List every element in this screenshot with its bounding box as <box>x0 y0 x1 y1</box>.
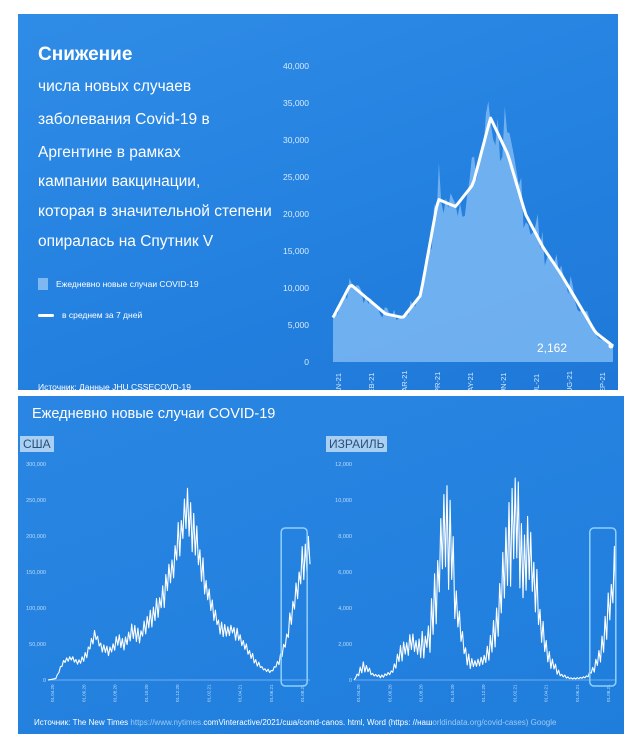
source-top: Источник: Данные JHU CSSECOVD-19 <box>38 382 191 392</box>
y-tick-label: 200,000 <box>26 534 46 540</box>
y-tick-label: 150,000 <box>26 570 46 576</box>
y-tick-label: 15,000 <box>283 246 309 256</box>
daily-cases-area <box>333 101 613 362</box>
x-tick-label: APR-21 <box>433 372 442 390</box>
israel-chart: 0 2,000 4,000 6,000 8,000 10,000 12,000 01.04.2… <box>335 462 617 702</box>
x-tick-label: 01.08.20 <box>113 684 118 702</box>
y-tick-label: 40,000 <box>283 61 309 71</box>
x-tick-label: 01.06.21 <box>575 684 580 702</box>
x-tick-label: FEB-21 <box>367 373 376 390</box>
argentina-panel: Снижение числа новых случаев заболевания… <box>18 14 618 392</box>
highlight-box <box>280 527 308 687</box>
y-tick-label: 0 <box>304 357 309 367</box>
cases-line <box>47 487 311 681</box>
y-tick-label: 30,000 <box>283 135 309 145</box>
usa-chart: 0 50,000 100,000 150,000 200,000 250,000 300,0… <box>26 462 311 702</box>
bottom-title: Ежедневно новые случаи COVID-19 <box>32 406 276 422</box>
end-value-label: 2,162 <box>537 341 567 355</box>
subtitle-line-1: числа новых случаев <box>38 78 192 95</box>
argentina-chart: 0 5,000 10,000 15,000 20,000 25,000 30,000 35,0… <box>283 61 614 390</box>
source-bottom: Источник: The New Times https://www.nyti… <box>34 718 556 727</box>
legend-bars-label: Ежедневно новые случаи COVID-19 <box>56 279 199 289</box>
legend-line-label: в среднем за 7 дней <box>62 310 143 320</box>
y-tick-label: 8,000 <box>338 534 352 540</box>
y-tick-label: 300,000 <box>26 462 46 468</box>
x-tick-label: 01.08.21 <box>300 684 305 702</box>
x-tick-label: 01.10.20 <box>450 684 455 702</box>
y-tick-label: 10,000 <box>335 498 352 504</box>
source-prefix: Источник: The New Times <box>34 718 129 727</box>
subtitle-line-6: опиралась на Спутник V <box>38 233 214 250</box>
legend-line-swatch <box>38 314 54 317</box>
x-tick-label: 01.04.21 <box>238 684 243 702</box>
y-tick-label: 50,000 <box>29 642 46 648</box>
x-tick-label: JAN-21 <box>334 373 343 390</box>
x-tick-label: AUG-21 <box>565 371 574 390</box>
source-url-1: https://www.nytimes. <box>130 718 204 727</box>
x-tick-label: 01.06.20 <box>81 684 86 702</box>
y-tick-label: 2,000 <box>338 642 352 648</box>
x-tick-label: SEP-21 <box>598 372 607 390</box>
x-tick-label: 01.06.21 <box>269 684 274 702</box>
x-tick-label: 01.04.21 <box>544 684 549 702</box>
usa-israel-panel: Ежедневно новые случаи COVID-19 США ИЗРА… <box>18 396 624 734</box>
x-tick-label: 01.08.20 <box>419 684 424 702</box>
highlight-box <box>589 527 617 687</box>
x-tick-label: 01.02.21 <box>512 684 517 702</box>
subtitle-line-4: кампании вакцинации, <box>38 173 201 190</box>
x-tick-label: 01.08.21 <box>606 684 611 702</box>
x-tick-label: 01.06.20 <box>387 684 392 702</box>
x-tick-label: 01.10.20 <box>144 684 149 702</box>
y-tick-label: 20,000 <box>283 209 309 219</box>
y-tick-label: 25,000 <box>283 172 309 182</box>
y-tick-label: 10,000 <box>283 283 309 293</box>
source-mid: comVinteractive/2021/сша/comd-canos. htm… <box>203 718 433 727</box>
y-tick-label: 5,000 <box>288 320 310 330</box>
x-tick-label: JUN-21 <box>499 373 508 390</box>
x-tick-label: JUL-21 <box>532 374 541 390</box>
israel-label: ИЗРАИЛЬ <box>326 436 388 452</box>
x-tick-label: 01.04.20 <box>356 684 361 702</box>
x-tick-label: 01.04.20 <box>50 684 55 702</box>
x-tick-label: 01.12.20 <box>175 684 180 702</box>
y-tick-label: 100,000 <box>26 606 46 612</box>
panel-title: Снижение <box>38 44 133 65</box>
x-tick-label: 01.02.21 <box>206 684 211 702</box>
end-point <box>608 343 614 349</box>
y-tick-label: 35,000 <box>283 98 309 108</box>
source-url-2: orldindata.org/covid-cases) Google <box>432 718 557 727</box>
legend-bars-swatch <box>38 278 48 290</box>
subtitle-line-3: Аргентине в рамках <box>38 144 181 161</box>
subtitle-line-5: которая в значительной степени <box>38 203 272 220</box>
y-tick-label: 6,000 <box>338 570 352 576</box>
usa-label: США <box>20 436 54 452</box>
y-tick-label: 4,000 <box>338 606 352 612</box>
x-tick-label: MAR-21 <box>400 370 409 390</box>
avg-line <box>331 116 614 348</box>
x-tick-label: MAY-21 <box>466 372 475 390</box>
subtitle-line-2: заболевания Covid-19 в <box>38 111 210 128</box>
y-tick-label: 12,000 <box>335 462 352 468</box>
x-tick-label: 01.12.20 <box>481 684 486 702</box>
y-tick-label: 0 <box>43 678 46 684</box>
y-tick-label: 250,000 <box>26 498 46 504</box>
cases-line <box>353 477 617 681</box>
y-tick-label: 0 <box>349 678 352 684</box>
